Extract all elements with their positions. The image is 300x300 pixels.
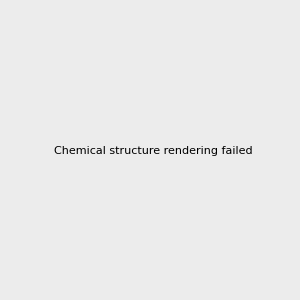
Text: Chemical structure rendering failed: Chemical structure rendering failed [54, 146, 253, 157]
